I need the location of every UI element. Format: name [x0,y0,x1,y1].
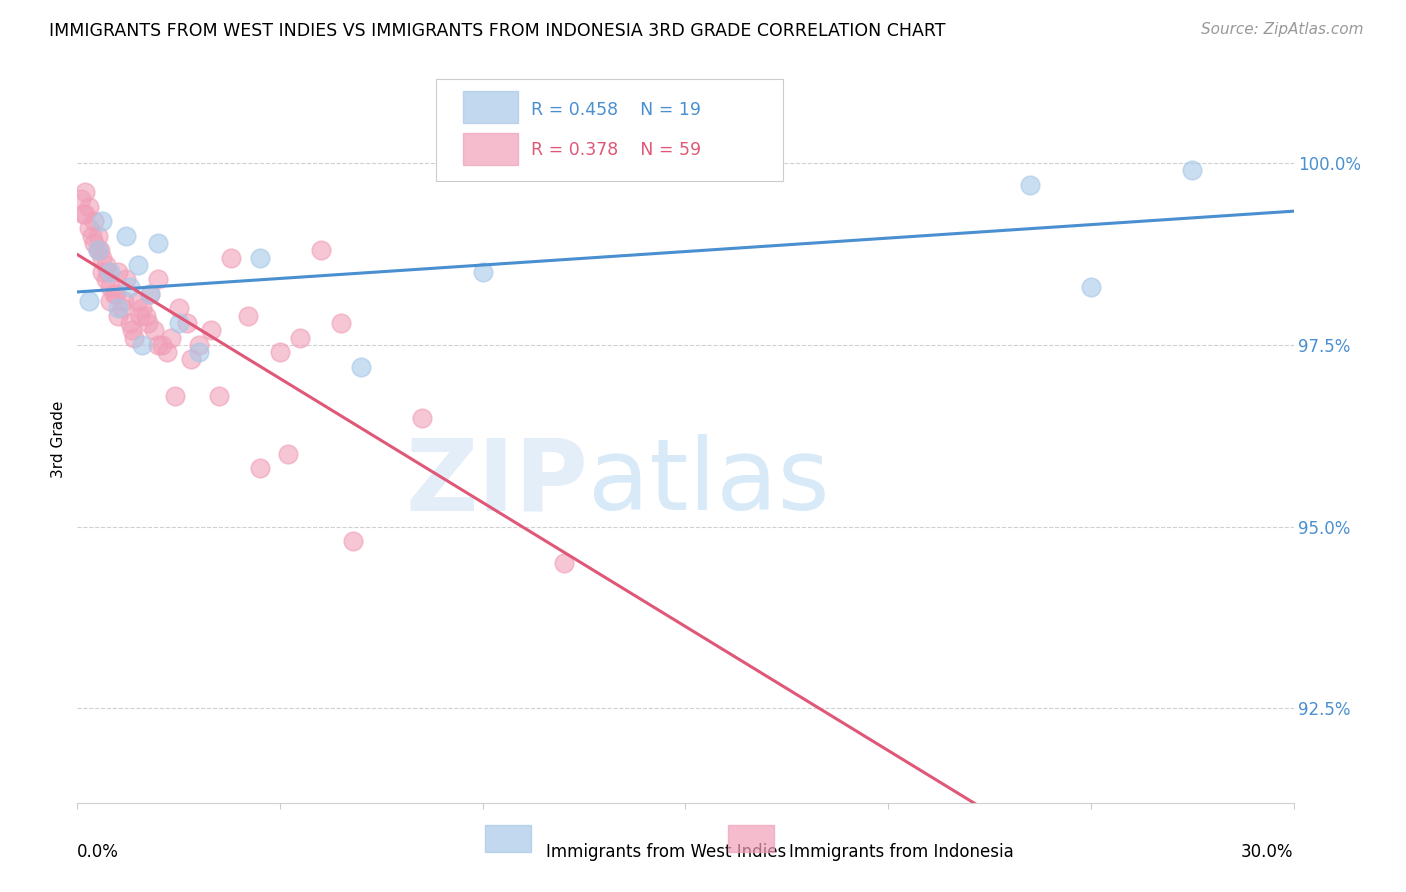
Point [1181,163,1204,178]
FancyBboxPatch shape [463,133,517,165]
Text: Immigrants from West Indies: Immigrants from West Indies [546,843,786,861]
Point [167,316,190,330]
Point [208,389,231,403]
Point [167,301,190,316]
Point [90,251,112,265]
Point [1019,178,1042,192]
Point [127,294,149,309]
Point [118,316,141,330]
Point [139,286,162,301]
Point [90,265,112,279]
Point [79,294,101,309]
Point [249,251,271,265]
Point [350,359,373,374]
Point [98,279,121,293]
Text: 30.0%: 30.0% [1241,843,1294,861]
Point [70,193,93,207]
Point [79,221,101,235]
Text: Source: ZipAtlas.com: Source: ZipAtlas.com [1201,22,1364,37]
Point [148,235,170,250]
Point [118,279,141,293]
Point [131,301,153,316]
Point [80,228,103,243]
Point [139,286,162,301]
Point [97,265,120,279]
Text: IMMIGRANTS FROM WEST INDIES VS IMMIGRANTS FROM INDONESIA 3RD GRADE CORRELATION C: IMMIGRANTS FROM WEST INDIES VS IMMIGRANT… [49,22,946,40]
Point [107,309,129,323]
Y-axis label: 3rd Grade: 3rd Grade [51,401,66,478]
Text: 0.0%: 0.0% [77,843,120,861]
Point [127,258,149,272]
Point [131,338,153,352]
Point [188,345,211,359]
Point [221,251,243,265]
Point [121,323,143,337]
Point [269,345,291,359]
Point [75,207,97,221]
Point [94,258,117,272]
Text: Immigrants from Indonesia: Immigrants from Indonesia [789,843,1014,861]
Point [86,244,108,258]
Point [152,338,174,352]
Point [72,207,94,221]
Point [107,301,129,316]
Point [129,309,152,323]
Point [103,286,125,301]
Point [159,330,181,344]
Point [180,352,202,367]
Point [188,338,211,352]
Point [111,301,134,316]
Point [94,272,117,286]
Point [163,389,186,403]
Text: R = 0.458    N = 19: R = 0.458 N = 19 [531,102,702,120]
FancyBboxPatch shape [436,79,783,181]
Point [90,214,112,228]
Point [115,272,138,286]
Point [290,330,312,344]
Point [148,272,170,286]
Point [148,338,170,352]
Point [86,244,108,258]
Point [553,556,575,570]
Point [122,330,145,344]
Point [309,244,332,258]
Point [411,410,433,425]
Point [342,534,364,549]
Point [83,235,105,250]
Point [112,294,135,309]
Point [115,228,138,243]
Point [98,265,121,279]
Point [329,316,352,330]
Point [98,294,121,309]
Point [86,228,108,243]
Text: R = 0.378    N = 59: R = 0.378 N = 59 [531,142,702,160]
Text: atlas: atlas [588,434,830,532]
Text: ZIP: ZIP [405,434,588,532]
Point [236,309,259,323]
Point [79,200,101,214]
Point [136,316,159,330]
Point [135,309,157,323]
Point [1080,279,1102,293]
Point [83,214,105,228]
Point [277,447,299,461]
Point [200,323,222,337]
Point [176,316,198,330]
Point [89,244,111,258]
Point [107,265,129,279]
FancyBboxPatch shape [728,824,775,852]
Point [471,265,494,279]
Point [155,345,177,359]
FancyBboxPatch shape [485,824,531,852]
FancyBboxPatch shape [463,91,517,123]
Point [249,461,271,475]
Point [104,286,127,301]
Point [143,323,166,337]
Point [75,185,97,199]
